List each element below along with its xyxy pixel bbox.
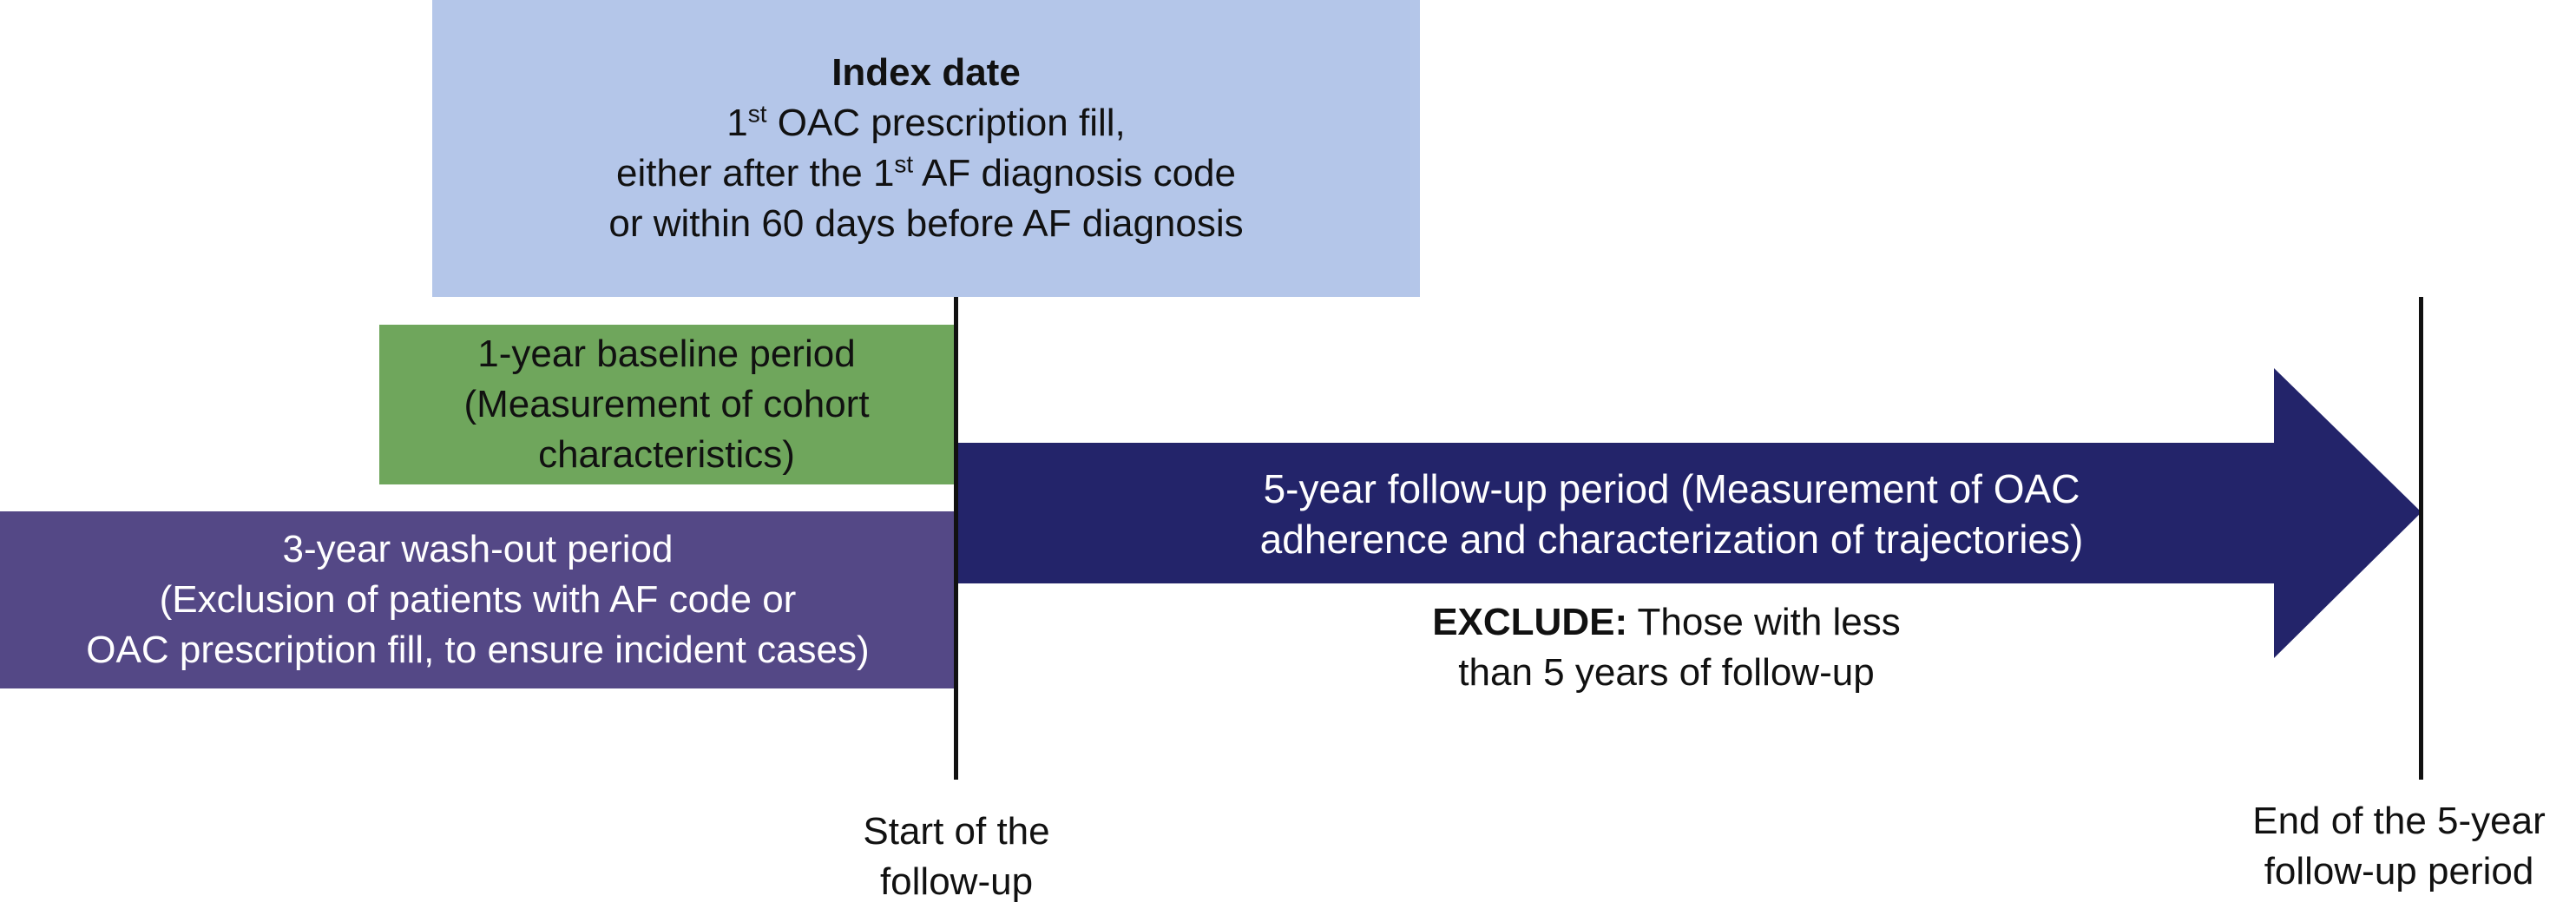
index-date-line-1-pre: 1 (726, 102, 748, 144)
washout-period-line-3: OAC prescription fill, to ensure inciden… (86, 629, 870, 671)
index-date-line-2-sup: st (894, 150, 914, 178)
start-label-line-2: follow-up (879, 860, 1034, 903)
baseline-period-box: 1-year baseline period (Measurement of c… (379, 325, 954, 484)
washout-period-line-2: (Exclusion of patients with AF code or (159, 578, 797, 621)
index-date-line-2-post: AF diagnosis code (913, 152, 1236, 194)
followup-period-label: 5-year follow-up period (Measurement of … (956, 439, 2388, 589)
index-date-line-1-post: OAC prescription fill, (766, 102, 1126, 144)
followup-period-line-1: 5-year follow-up period (Measurement of … (1263, 466, 2080, 511)
exclude-text-line-2: than 5 years of follow-up (1458, 651, 1875, 694)
baseline-period-line-3: characteristics) (538, 433, 795, 476)
exclude-note: EXCLUDE: Those with less than 5 years of… (1389, 597, 1944, 698)
index-date-line-1: 1st OAC prescription fill, (726, 98, 1126, 148)
index-date-box: Index date 1st OAC prescription fill, ei… (432, 0, 1420, 297)
index-date-line-2: either after the 1st AF diagnosis code (616, 148, 1236, 199)
end-label-line-1: End of the 5-year (2252, 800, 2546, 842)
index-date-line-3: or within 60 days before AF diagnosis (608, 202, 1244, 245)
end-label-line-2: follow-up period (2264, 850, 2534, 893)
start-of-followup-line (954, 297, 958, 780)
baseline-period-line-1: 1-year baseline period (477, 333, 856, 375)
index-date-line-2-pre: either after the 1 (616, 152, 895, 194)
start-of-followup-label: Start of the follow-up (783, 807, 1130, 907)
followup-period-line-2: adherence and characterization of trajec… (1259, 517, 2084, 562)
exclude-label: EXCLUDE: (1432, 601, 1628, 643)
exclude-note-line-1: EXCLUDE: Those with less (1389, 597, 1944, 648)
end-of-followup-label: End of the 5-year follow-up period (2222, 796, 2576, 897)
followup-arrow-shape (956, 368, 2422, 658)
index-date-title: Index date (831, 51, 1021, 94)
washout-period-line-1: 3-year wash-out period (282, 528, 674, 570)
start-label-line-1: Start of the (863, 810, 1050, 853)
end-of-followup-line (2419, 297, 2423, 780)
baseline-period-line-2: (Measurement of cohort (463, 383, 870, 425)
washout-period-box: 3-year wash-out period (Exclusion of pat… (0, 511, 956, 688)
exclude-text-line-1: Those with less (1627, 601, 1901, 643)
index-date-line-1-sup: st (747, 100, 767, 128)
